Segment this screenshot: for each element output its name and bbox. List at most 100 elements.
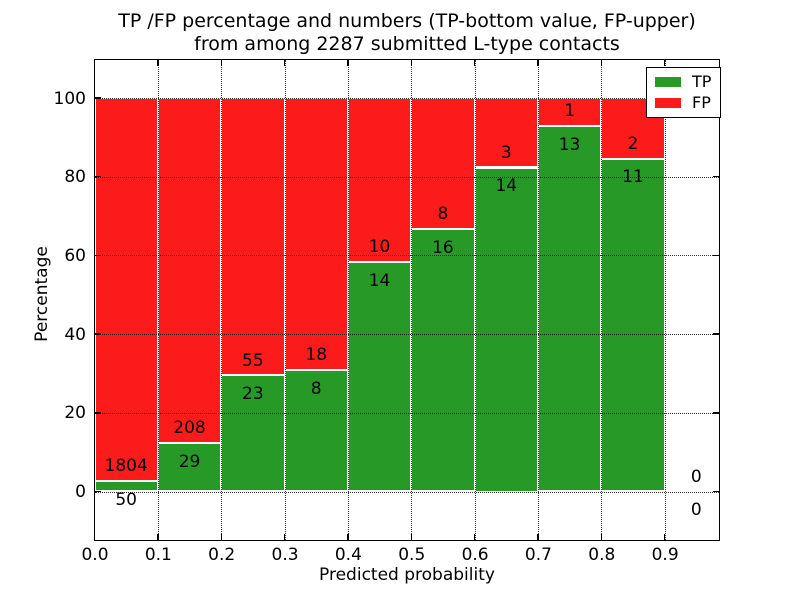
y-tick-label: 0	[75, 482, 86, 502]
x-tick-mark	[220, 533, 222, 540]
fp-count-label: 18	[305, 345, 328, 366]
vertical-gridline	[664, 59, 666, 540]
vertical-gridline	[347, 59, 349, 540]
x-tick-mark	[283, 533, 286, 540]
vertical-gridline	[284, 59, 286, 540]
fp-count-label: 8	[437, 204, 449, 225]
legend-label-tp: TP	[692, 72, 712, 91]
y-tick-label: 20	[64, 403, 86, 424]
fp-bar-segment	[94, 98, 158, 481]
x-axis-label: Predicted probability	[319, 565, 495, 585]
y-tick-mark	[94, 333, 101, 335]
y-tick-mark	[94, 254, 101, 257]
tp-count-label: 14	[495, 176, 518, 197]
fp-count-label: 208	[173, 418, 206, 439]
fp-bar-segment	[537, 98, 602, 127]
x-tick-mark	[410, 533, 412, 540]
horizontal-gridline	[94, 255, 719, 257]
tp-bar-segment	[601, 158, 665, 492]
x-tick-label: 0.6	[461, 545, 489, 565]
x-tick-mark	[600, 533, 602, 540]
horizontal-gridline	[94, 176, 719, 178]
horizontal-gridline	[94, 98, 719, 100]
fp-bar-segment	[411, 98, 475, 230]
x-tick-mark	[663, 533, 666, 540]
vertical-gridline	[157, 59, 159, 540]
chart-title-line-2: from among 2287 submitted L-type contact…	[194, 33, 620, 55]
x-tick-mark	[473, 59, 476, 66]
fp-count-label: 10	[368, 237, 391, 258]
tp-count-label: 8	[310, 379, 322, 400]
fp-count-label: 55	[242, 350, 264, 371]
fp-bar-segment	[474, 98, 538, 168]
legend-label-fp: FP	[692, 93, 711, 112]
x-tick-mark	[537, 533, 539, 540]
horizontal-gridline	[94, 334, 719, 336]
vertical-gridline	[411, 59, 413, 540]
y-tick-mark	[94, 97, 101, 99]
x-tick-label: 0.3	[271, 545, 299, 565]
tp-count-label: 0	[690, 500, 702, 521]
tp-count-label: 29	[178, 452, 201, 473]
y-tick-label: 80	[64, 167, 86, 188]
x-tick-mark	[157, 533, 159, 540]
fp-bar-segment	[284, 98, 348, 371]
vertical-gridline	[221, 59, 223, 540]
chart-title-line-1: TP /FP percentage and numbers (TP-bottom…	[118, 10, 696, 32]
horizontal-gridline	[94, 412, 719, 414]
x-tick-mark	[663, 59, 666, 66]
tp-bar-segment	[157, 443, 222, 492]
tp-count-label: 14	[368, 270, 391, 291]
x-tick-mark	[157, 59, 159, 66]
x-tick-mark	[600, 59, 602, 66]
tp-count-label: 16	[432, 238, 454, 259]
y-tick-mark	[94, 176, 101, 178]
fp-count-label: 3	[500, 142, 512, 163]
vertical-gridline	[537, 59, 539, 540]
vertical-gridline	[474, 59, 476, 540]
x-tick-label: 0.7	[524, 545, 552, 565]
x-tick-label: 0.2	[208, 545, 236, 565]
tp-bar-segment	[284, 370, 348, 492]
y-tick-mark	[712, 412, 719, 414]
x-tick-label: 0.9	[651, 545, 679, 565]
x-tick-mark	[283, 59, 286, 66]
tp-bar-segment	[537, 126, 602, 492]
tp-bar-segment	[411, 229, 475, 492]
y-tick-mark	[712, 333, 719, 335]
x-tick-mark	[93, 59, 96, 66]
y-tick-mark	[712, 490, 719, 493]
x-tick-label: 0.5	[398, 545, 426, 565]
y-tick-mark	[94, 490, 101, 493]
x-tick-mark	[93, 533, 96, 540]
y-tick-label: 60	[64, 245, 86, 266]
y-tick-mark	[712, 254, 719, 257]
tp-legend-swatch-icon	[655, 77, 681, 87]
x-tick-mark	[347, 59, 349, 66]
fp-count-label: 2	[627, 133, 639, 154]
horizontal-gridline	[94, 491, 719, 493]
chart-title: TP /FP percentage and numbers (TP-bottom…	[95, 10, 719, 56]
x-tick-label: 0.1	[144, 545, 172, 565]
tp-count-label: 50	[115, 489, 137, 510]
tp-count-label: 13	[558, 135, 581, 156]
fp-legend-swatch-icon	[655, 98, 681, 108]
x-tick-label: 0.8	[588, 545, 616, 565]
plot-area: 1804 50 208 29 55 23 18 8 10 14 8 16 3 14 1 13 2 11 0 0	[93, 58, 720, 541]
y-tick-mark	[712, 176, 719, 178]
x-tick-label: 0.4	[334, 545, 362, 565]
fp-count-label: 1804	[104, 455, 148, 476]
tp-count-label: 11	[622, 167, 644, 188]
fp-count-label: 1	[564, 101, 576, 122]
y-tick-label: 100	[53, 88, 86, 109]
y-tick-label: 40	[64, 324, 86, 345]
legend-entry-fp: FP	[655, 95, 711, 111]
x-tick-mark	[537, 59, 539, 66]
x-tick-label: 0.0	[81, 545, 109, 565]
tp-bar-segment	[474, 167, 538, 492]
y-tick-mark	[94, 412, 101, 414]
tp-bar-segment	[94, 480, 158, 492]
x-tick-mark	[410, 59, 412, 66]
legend: TP FP	[646, 67, 722, 118]
